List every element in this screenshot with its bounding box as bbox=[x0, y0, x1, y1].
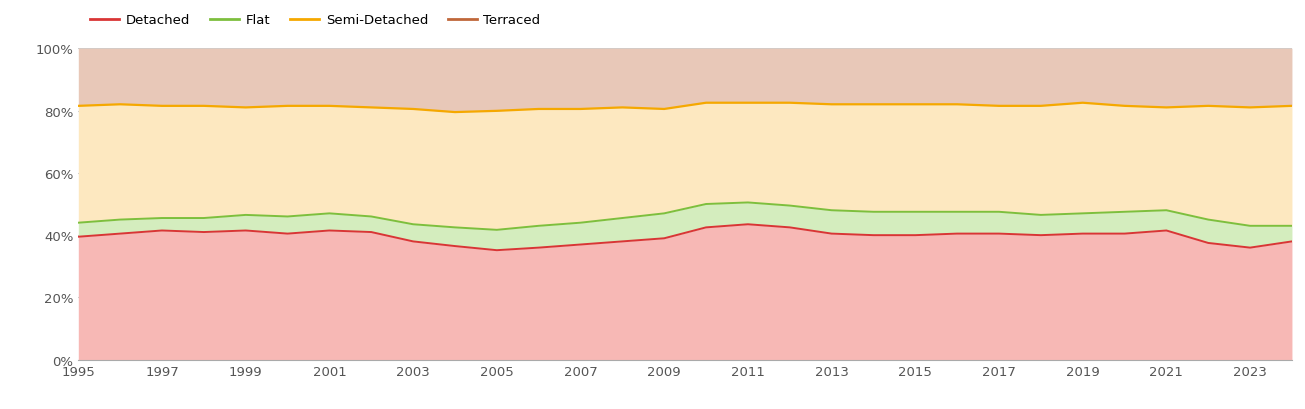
Legend: Detached, Flat, Semi-Detached, Terraced: Detached, Flat, Semi-Detached, Terraced bbox=[85, 9, 545, 33]
